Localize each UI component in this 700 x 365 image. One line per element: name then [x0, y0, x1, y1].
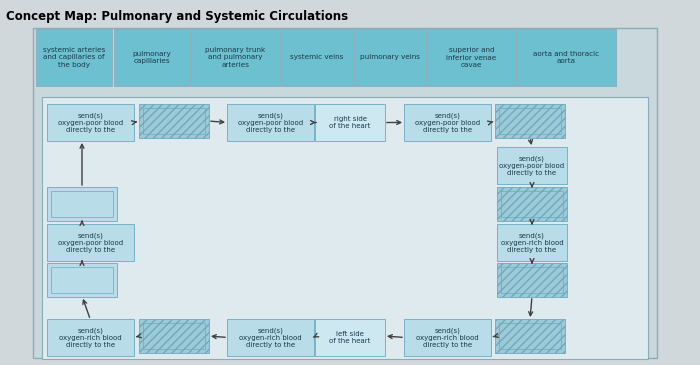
Text: send(s)
oxygen-poor blood
directly to the: send(s) oxygen-poor blood directly to th…	[238, 112, 303, 133]
Text: send(s)
oxygen-poor blood
directly to the: send(s) oxygen-poor blood directly to th…	[499, 155, 565, 176]
Text: systemic veins: systemic veins	[290, 54, 344, 61]
Text: Concept Map: Pulmonary and Systemic Circulations: Concept Map: Pulmonary and Systemic Circ…	[6, 10, 348, 23]
FancyBboxPatch shape	[47, 224, 134, 261]
FancyBboxPatch shape	[497, 224, 567, 261]
Text: send(s)
oxygen-rich blood
directly to the: send(s) oxygen-rich blood directly to th…	[500, 232, 564, 253]
FancyBboxPatch shape	[427, 29, 516, 86]
FancyBboxPatch shape	[404, 319, 491, 356]
FancyBboxPatch shape	[139, 319, 209, 353]
Text: superior and
inferior venae
cavae: superior and inferior venae cavae	[447, 47, 496, 68]
Text: left side
of the heart: left side of the heart	[329, 331, 371, 344]
FancyBboxPatch shape	[114, 29, 190, 86]
FancyBboxPatch shape	[33, 28, 657, 358]
FancyBboxPatch shape	[191, 29, 280, 86]
FancyBboxPatch shape	[47, 104, 134, 141]
FancyBboxPatch shape	[47, 263, 117, 297]
FancyBboxPatch shape	[281, 29, 353, 86]
FancyBboxPatch shape	[497, 187, 567, 221]
Text: pulmonary trunk
and pulmonary
arteries: pulmonary trunk and pulmonary arteries	[205, 47, 265, 68]
FancyBboxPatch shape	[47, 187, 117, 221]
Text: right side
of the heart: right side of the heart	[329, 116, 371, 129]
Text: pulmonary veins: pulmonary veins	[360, 54, 420, 61]
Text: aorta and thoracic
aorta: aorta and thoracic aorta	[533, 51, 600, 64]
FancyBboxPatch shape	[495, 104, 565, 138]
FancyBboxPatch shape	[42, 97, 648, 359]
Text: send(s)
oxygen-rich blood
directly to the: send(s) oxygen-rich blood directly to th…	[416, 327, 479, 348]
FancyBboxPatch shape	[315, 319, 385, 356]
FancyBboxPatch shape	[47, 319, 134, 356]
FancyBboxPatch shape	[497, 147, 567, 184]
FancyBboxPatch shape	[495, 319, 565, 353]
FancyBboxPatch shape	[139, 104, 209, 138]
Text: systemic arteries
and capillaries of
the body: systemic arteries and capillaries of the…	[43, 47, 105, 68]
FancyBboxPatch shape	[227, 104, 314, 141]
FancyBboxPatch shape	[497, 263, 567, 297]
Text: send(s)
oxygen-poor blood
directly to the: send(s) oxygen-poor blood directly to th…	[415, 112, 480, 133]
FancyBboxPatch shape	[315, 104, 385, 141]
FancyBboxPatch shape	[36, 29, 112, 86]
Text: send(s)
oxygen-poor blood
directly to the: send(s) oxygen-poor blood directly to th…	[58, 112, 123, 133]
FancyBboxPatch shape	[404, 104, 491, 141]
FancyBboxPatch shape	[517, 29, 616, 86]
FancyBboxPatch shape	[354, 29, 426, 86]
Text: send(s)
oxygen-rich blood
directly to the: send(s) oxygen-rich blood directly to th…	[60, 327, 122, 348]
Text: send(s)
oxygen-poor blood
directly to the: send(s) oxygen-poor blood directly to th…	[58, 232, 123, 253]
FancyBboxPatch shape	[227, 319, 314, 356]
Text: pulmonary
capillaries: pulmonary capillaries	[132, 51, 172, 64]
Text: send(s)
oxygen-rich blood
directly to the: send(s) oxygen-rich blood directly to th…	[239, 327, 302, 348]
